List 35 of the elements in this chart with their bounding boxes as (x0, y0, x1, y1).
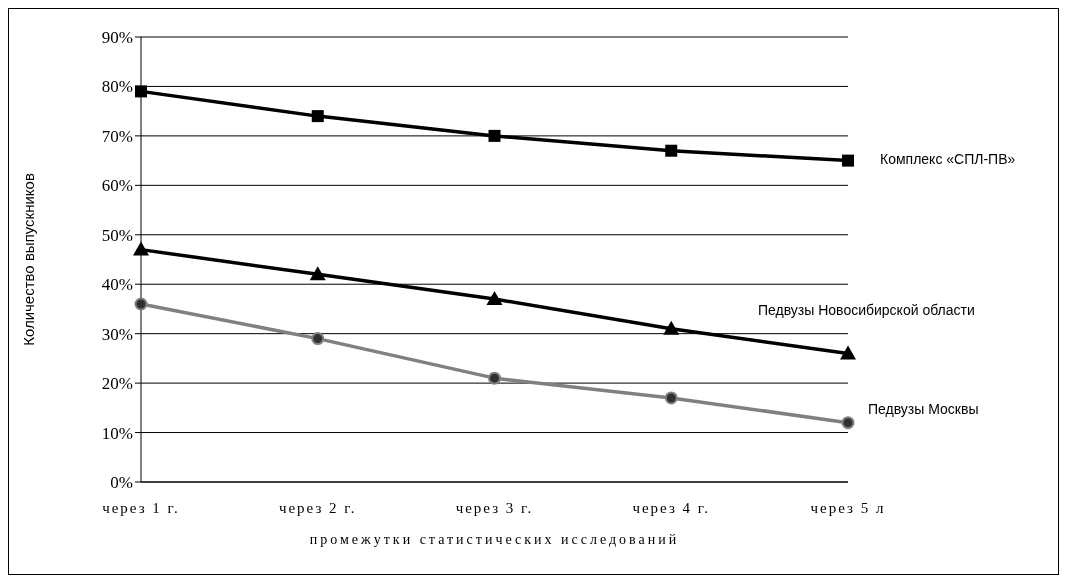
y-tick-label: 90% (101, 28, 133, 48)
point (488, 129, 501, 142)
x-tick-label: через 1 г. (102, 499, 180, 516)
y-tick-label: 10% (101, 423, 133, 443)
x-axis-title: промежутки статистических исследований (309, 532, 680, 547)
x-tick-label: через 5 л (810, 499, 886, 516)
y-tick-label: 50% (101, 225, 133, 245)
point (488, 371, 501, 385)
y-axis-title: Количество выпускников (20, 173, 38, 346)
series-label: Педвузы Москвы (868, 401, 979, 418)
point (311, 110, 324, 123)
point (134, 297, 148, 311)
point (842, 154, 854, 167)
series-label: Педвузы Новосибирской области (758, 302, 975, 319)
point (135, 85, 147, 98)
y-tick-label: 60% (101, 176, 133, 196)
y-tick-label: 70% (101, 126, 133, 146)
x-tick-label: через 4 г. (632, 499, 711, 516)
point (309, 266, 326, 281)
point (486, 291, 503, 306)
point (665, 144, 678, 157)
y-tick-label: 40% (101, 275, 133, 295)
x-tick-label: через 3 г. (455, 499, 534, 516)
x-tick-label: через 2 г. (278, 499, 357, 516)
point (840, 345, 856, 360)
point (663, 320, 680, 335)
point (664, 391, 678, 405)
y-tick-label: 30% (101, 324, 133, 344)
point (841, 416, 855, 430)
y-tick-label: 0% (110, 473, 133, 493)
point (311, 332, 325, 346)
y-tick-label: 80% (101, 77, 133, 97)
series-label: Комплекс «СПЛ-ПВ» (880, 151, 1016, 168)
y-tick-label: 20% (101, 374, 133, 394)
point (133, 241, 149, 256)
